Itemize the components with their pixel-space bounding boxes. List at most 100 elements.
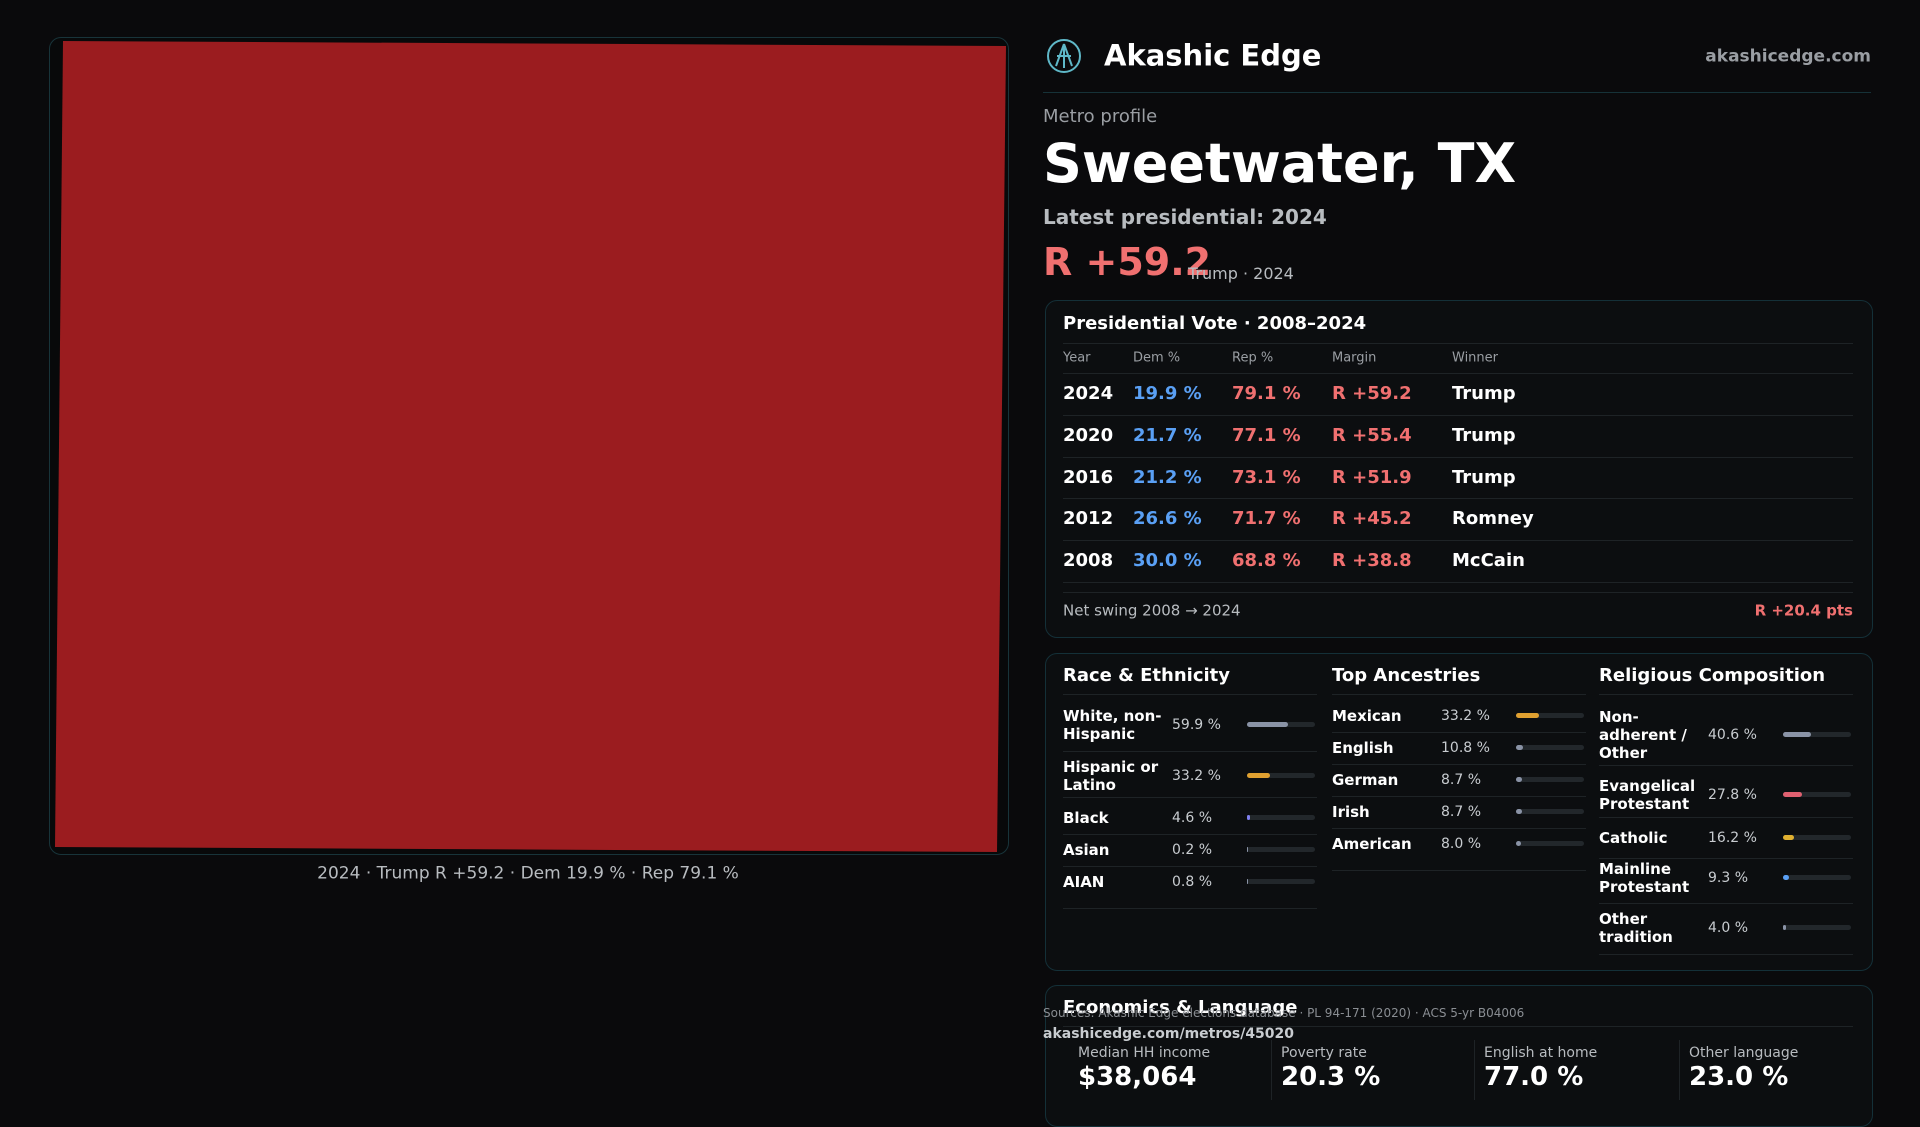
row-value: 9.3 % [1708, 871, 1748, 885]
table-cell: R +38.8 [1332, 552, 1412, 570]
divider [1063, 694, 1317, 695]
row-label: Other tradition [1599, 910, 1699, 946]
row-value: 40.6 % [1708, 728, 1757, 742]
row-label: Catholic [1599, 829, 1699, 847]
divider [1599, 903, 1853, 904]
divider [1599, 765, 1853, 766]
divider [1332, 694, 1586, 695]
column-header: Winner [1452, 352, 1498, 365]
metro-shape [55, 41, 1006, 852]
row-label: Hispanic or Latino [1063, 758, 1163, 794]
table-cell: 2016 [1063, 469, 1113, 487]
row-label: White, non-Hispanic [1063, 707, 1163, 743]
divider [1063, 797, 1317, 798]
bar [1516, 809, 1522, 814]
table-cell: 79.1 % [1232, 385, 1301, 403]
row-value: 16.2 % [1708, 831, 1757, 845]
divider [1599, 817, 1853, 818]
bar-track [1247, 847, 1315, 852]
column-header: Margin [1332, 352, 1376, 365]
bar-track [1516, 745, 1584, 750]
table-cell: 26.6 % [1133, 510, 1202, 528]
map [50, 38, 1008, 854]
sources: Sources: Akashic Edge elections database… [1043, 1007, 1524, 1019]
bar [1247, 722, 1288, 727]
table-cell: R +55.4 [1332, 427, 1412, 445]
bar [1783, 835, 1794, 840]
row-label: AIAN [1063, 873, 1163, 891]
bar [1516, 777, 1522, 782]
divider [1063, 498, 1853, 499]
row-label: Mexican [1332, 707, 1432, 725]
row-value: 4.6 % [1172, 811, 1212, 825]
row-value: 0.8 % [1172, 875, 1212, 889]
swing-value: R +20.4 pts [1755, 604, 1853, 619]
bar [1247, 815, 1250, 820]
table-cell: 73.1 % [1232, 469, 1301, 487]
table-cell: 19.9 % [1133, 385, 1202, 403]
divider [1063, 751, 1317, 752]
divider [1474, 1040, 1475, 1100]
column-header: Year [1063, 352, 1091, 365]
row-label: German [1332, 771, 1432, 789]
bar [1783, 792, 1802, 797]
stat-value: $38,064 [1078, 1064, 1196, 1090]
divider [1332, 870, 1586, 871]
row-label: Non-adherent / Other [1599, 708, 1699, 762]
column-header: Dem % [1133, 352, 1180, 365]
bar [1516, 713, 1539, 718]
map-caption: 2024 · Trump R +59.2 · Dem 19.9 % · Rep … [317, 866, 739, 883]
bar-track [1247, 879, 1315, 884]
divider [1063, 343, 1853, 344]
stat-label: Poverty rate [1281, 1046, 1367, 1060]
row-value: 33.2 % [1441, 709, 1490, 723]
section-title: Religious Composition [1599, 667, 1825, 685]
row-label: Mainline Protestant [1599, 860, 1699, 896]
stat-label: English at home [1484, 1046, 1597, 1060]
table-cell: 21.7 % [1133, 427, 1202, 445]
divider [1332, 764, 1586, 765]
row-value: 4.0 % [1708, 921, 1748, 935]
divider [1679, 1040, 1680, 1100]
row-label: Irish [1332, 803, 1432, 821]
bar [1247, 879, 1248, 884]
divider [1063, 540, 1853, 541]
row-label: Black [1063, 809, 1163, 827]
divider [1599, 858, 1853, 859]
row-value: 8.7 % [1441, 773, 1481, 787]
table-cell: Trump [1452, 385, 1516, 403]
stat-label: Other language [1689, 1046, 1798, 1060]
row-value: 0.2 % [1172, 843, 1212, 857]
divider [1063, 457, 1853, 458]
row-value: 10.8 % [1441, 741, 1490, 755]
bar [1783, 732, 1811, 737]
table-cell: R +59.2 [1332, 385, 1412, 403]
divider [1063, 908, 1317, 909]
table-cell: 2008 [1063, 552, 1113, 570]
site: akashicedge.com [1705, 49, 1871, 66]
table-cell: 68.8 % [1232, 552, 1301, 570]
divider [1063, 834, 1317, 835]
divider [1599, 694, 1853, 695]
bar-track [1783, 925, 1851, 930]
divider [1063, 866, 1317, 867]
row-value: 33.2 % [1172, 769, 1221, 783]
bar-track [1783, 875, 1851, 880]
bar-track [1247, 815, 1315, 820]
table-cell: Trump [1452, 469, 1516, 487]
bar-track [1516, 777, 1584, 782]
divider [1599, 954, 1853, 955]
row-label: American [1332, 835, 1432, 853]
divider [1063, 373, 1853, 374]
table-cell: 21.2 % [1133, 469, 1202, 487]
row-value: 8.0 % [1441, 837, 1481, 851]
table-cell: 2012 [1063, 510, 1113, 528]
row-value: 8.7 % [1441, 805, 1481, 819]
table-cell: 71.7 % [1232, 510, 1301, 528]
swing-label: Net swing 2008 → 2024 [1063, 604, 1241, 619]
table-cell: R +51.9 [1332, 469, 1412, 487]
row-value: 59.9 % [1172, 718, 1221, 732]
page: (() => { const data = JSON.parse(documen… [0, 0, 1920, 1080]
table-cell: 2024 [1063, 385, 1113, 403]
bar-track [1516, 809, 1584, 814]
